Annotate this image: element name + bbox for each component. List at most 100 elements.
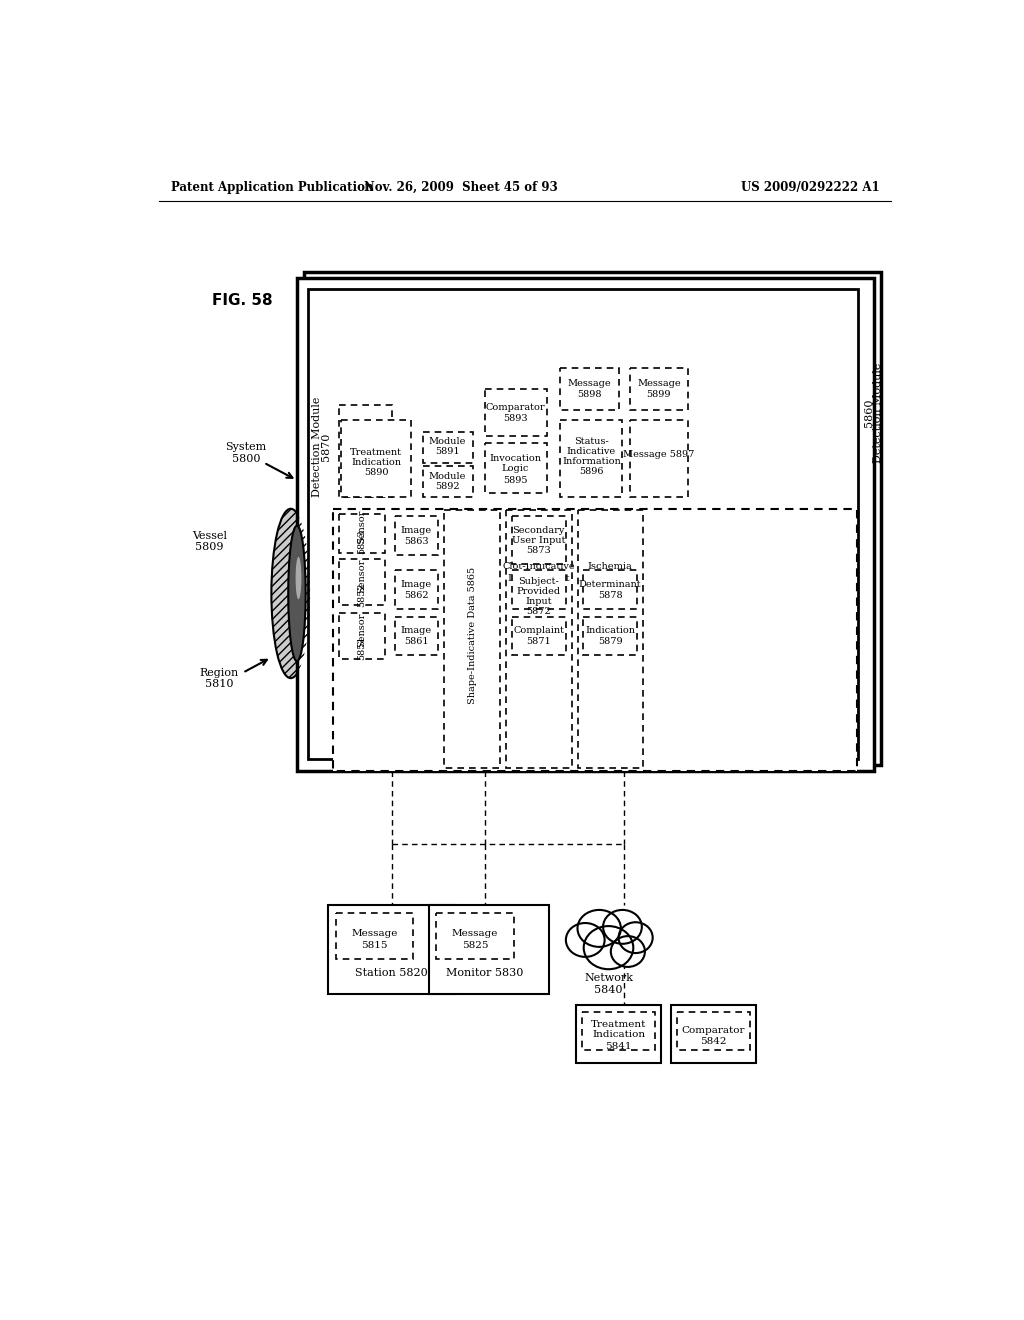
Bar <box>560 420 623 498</box>
Bar <box>395 516 438 554</box>
Text: 5871: 5871 <box>526 638 551 647</box>
Text: Detection Module: Detection Module <box>312 397 323 498</box>
Text: Message: Message <box>351 929 397 939</box>
Text: Indicator: Indicator <box>588 574 633 582</box>
Text: Patent Application Publication: Patent Application Publication <box>171 181 373 194</box>
Text: 5825: 5825 <box>462 941 488 950</box>
Bar <box>334 508 856 771</box>
Bar <box>583 1011 655 1051</box>
Bar <box>575 1006 662 1063</box>
Bar <box>336 913 414 960</box>
Text: Sensor: Sensor <box>357 510 367 544</box>
Text: 5896: 5896 <box>580 467 604 477</box>
Text: Vessel: Vessel <box>191 531 227 541</box>
Text: Message: Message <box>637 379 681 388</box>
Text: Indicative: Indicative <box>567 447 616 457</box>
Text: 5872: 5872 <box>526 607 551 616</box>
Text: Image: Image <box>400 626 432 635</box>
Text: 5841: 5841 <box>605 1041 632 1051</box>
Text: Module: Module <box>429 473 466 480</box>
Text: 5890: 5890 <box>364 469 388 477</box>
Bar <box>630 420 688 498</box>
Text: 5898: 5898 <box>577 391 601 399</box>
Text: 5870: 5870 <box>322 433 332 461</box>
Ellipse shape <box>578 909 621 946</box>
Text: 5895: 5895 <box>503 475 527 484</box>
Bar <box>339 612 385 659</box>
Bar <box>484 389 547 436</box>
Bar <box>677 1011 750 1051</box>
Ellipse shape <box>288 525 306 661</box>
Text: Indication: Indication <box>592 1030 645 1039</box>
Bar <box>297 277 874 771</box>
Text: Sensor: Sensor <box>360 418 370 453</box>
Bar <box>444 511 500 768</box>
Text: 5851: 5851 <box>357 636 367 660</box>
Bar <box>512 616 566 655</box>
Text: Status-: Status- <box>574 437 609 446</box>
Text: 5873: 5873 <box>526 546 551 554</box>
Text: Treatment: Treatment <box>350 447 402 457</box>
Bar <box>339 405 391 498</box>
Text: Comparator: Comparator <box>681 1026 744 1035</box>
Bar <box>308 289 858 759</box>
Text: 5800: 5800 <box>231 454 260 463</box>
Bar <box>560 368 618 411</box>
Bar <box>578 511 643 768</box>
Bar <box>671 1006 756 1063</box>
Text: Network: Network <box>584 973 633 983</box>
Text: Image: Image <box>400 579 432 589</box>
Text: Treatment: Treatment <box>591 1020 646 1030</box>
Text: Complaint: Complaint <box>513 626 564 635</box>
Text: Provided: Provided <box>517 587 561 597</box>
Text: FIG. 58: FIG. 58 <box>212 293 273 309</box>
Bar <box>304 272 882 766</box>
Bar <box>328 906 456 994</box>
Text: 5842: 5842 <box>699 1038 726 1045</box>
Bar <box>436 913 514 960</box>
Text: Image: Image <box>400 525 432 535</box>
Text: User Input: User Input <box>512 536 565 545</box>
Text: 5860: 5860 <box>864 399 873 426</box>
Bar <box>423 466 473 498</box>
Bar <box>339 515 385 553</box>
Text: Input: Input <box>525 598 552 606</box>
Bar <box>423 432 473 462</box>
Text: Clot-Indicative: Clot-Indicative <box>503 562 575 572</box>
Text: Subject-: Subject- <box>518 577 559 586</box>
Text: Secondary: Secondary <box>513 525 565 535</box>
Text: Logic: Logic <box>502 465 529 473</box>
Text: Ischemia: Ischemia <box>588 562 633 572</box>
Bar <box>630 368 688 411</box>
Text: 5879: 5879 <box>598 638 623 647</box>
Text: Sensor: Sensor <box>357 612 367 647</box>
Text: Module: Module <box>429 437 466 446</box>
Text: Detection Module: Detection Module <box>873 362 883 463</box>
Text: Comparator: Comparator <box>485 403 546 412</box>
Text: 5861: 5861 <box>404 638 429 647</box>
Text: 5863: 5863 <box>404 537 429 546</box>
Text: 5899: 5899 <box>646 391 671 399</box>
Text: 5891: 5891 <box>435 447 460 457</box>
Bar <box>512 516 566 564</box>
Bar <box>512 570 566 609</box>
Text: Message: Message <box>567 379 611 388</box>
Text: 5875: 5875 <box>526 585 551 594</box>
Bar <box>395 616 438 655</box>
Text: Message: Message <box>452 929 499 939</box>
Text: 5853: 5853 <box>360 453 370 477</box>
Text: Region: Region <box>200 668 239 677</box>
Text: 5809: 5809 <box>196 543 223 552</box>
Text: 5893: 5893 <box>503 414 527 424</box>
Text: 5880: 5880 <box>598 585 623 594</box>
Text: Nov. 26, 2009  Sheet 45 of 93: Nov. 26, 2009 Sheet 45 of 93 <box>365 181 558 194</box>
Text: US 2009/0292222 A1: US 2009/0292222 A1 <box>741 181 880 194</box>
Ellipse shape <box>618 923 652 953</box>
Bar <box>341 420 411 498</box>
Ellipse shape <box>584 927 633 969</box>
Text: 5840: 5840 <box>594 985 623 995</box>
Ellipse shape <box>611 936 645 966</box>
Text: 5862: 5862 <box>404 591 429 601</box>
Text: Message 5897: Message 5897 <box>624 450 694 459</box>
Text: Determinant: Determinant <box>579 579 641 589</box>
